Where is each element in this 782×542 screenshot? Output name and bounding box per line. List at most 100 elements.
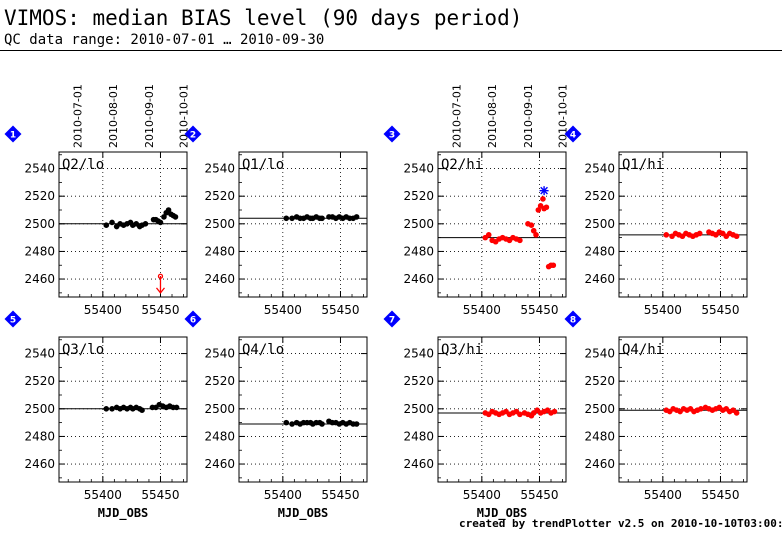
y-tick-label: 2540 [24,347,55,361]
panel-5: 55400 55450 2460 2480 2500 2520 2540 Q3/lo 5 MJD_… [4,310,188,521]
data-point [696,230,703,237]
y-tick-label: 2500 [24,402,55,416]
plot-frame [618,151,748,298]
data-point [543,204,550,211]
page-subtitle: QC data range: 2010-07-01 … 2010-09-30 [4,32,325,48]
y-tick-label: 2520 [204,189,235,203]
y-tick-label: 2500 [584,217,615,231]
data-point [103,222,110,228]
y-tick-label: 2500 [24,217,55,231]
panel-label: Q1/lo [242,157,284,173]
panel-number: 8 [570,316,576,326]
arrow-head [155,287,165,294]
data-point [551,408,558,415]
top-date-label: 2010-09-01 [143,84,156,148]
panel-number: 2 [190,131,196,141]
y-tick-label: 2460 [403,457,434,471]
y-tick-label: 2460 [403,272,434,286]
data-point [485,232,492,238]
y-tick-label: 2480 [204,429,235,443]
data-point [283,419,290,426]
y-tick-label: 2480 [403,429,434,443]
panel-label: Q4/hi [622,342,664,358]
y-tick-label: 2540 [584,162,615,176]
data-point [353,214,360,220]
data-point [540,196,546,202]
y-tick-label: 2540 [204,162,235,176]
plot-frame [58,336,188,483]
data-point [535,207,542,213]
y-tick-label: 2540 [204,347,235,361]
x-tick-label: 55400 [264,488,302,502]
y-tick-label: 2460 [584,272,615,286]
data-point [550,262,557,269]
page-title: VIMOS: median BIAS level (90 days period… [4,6,523,30]
y-tick-label: 2480 [24,429,55,443]
y-tick-label: 2480 [584,429,615,443]
top-date-label: 2010-08-01 [107,84,120,148]
top-date-label: 2010-10-01 [557,84,570,148]
plot-frame [437,151,567,298]
data-point [319,421,325,427]
y-tick-label: 2520 [584,374,615,388]
y-tick-label: 2480 [584,244,615,258]
y-tick-label: 2460 [584,457,615,471]
panel-3: 55400 55450 2460 2480 2500 2520 2540 Q2/hi 3 2010… [383,84,570,317]
panel-label: Q2/lo [62,157,104,173]
x-tick-label: 55400 [463,303,501,317]
panel-number-marker [383,310,401,328]
panel-number-marker [564,125,582,143]
title-divider [0,50,782,51]
data-point [139,407,145,413]
x-tick-label: 55450 [321,303,359,317]
plot-frame [618,336,748,483]
footer-credit: created by trendPlotter v2.5 on 2010-10-… [459,517,782,530]
panel-4: 55400 55450 2460 2480 2500 2520 2540 Q1/hi 4 [564,125,748,317]
data-point [528,222,535,228]
data-point [172,214,179,220]
panel-number: 4 [570,131,576,141]
x-tick-label: 55400 [463,488,501,502]
y-tick-label: 2500 [204,402,235,416]
data-point [109,406,115,412]
panel-1: 55400 55450 2460 2480 2500 2520 2540 Q2/lo 1 2010… [4,84,191,317]
y-tick-label: 2500 [403,402,434,416]
data-point [109,219,115,226]
y-tick-label: 2540 [584,347,615,361]
y-tick-label: 2500 [204,217,235,231]
data-point [533,232,539,238]
outlier-star-marker [539,186,549,196]
y-tick-label: 2520 [403,374,434,388]
x-tick-label: 55400 [264,303,302,317]
data-point [157,219,164,226]
panel-number-marker [564,310,582,328]
x-axis-title: MJD_OBS [278,506,329,521]
top-date-label: 2010-07-01 [450,84,463,148]
top-date-label: 2010-10-01 [178,84,191,148]
x-tick-label: 55450 [141,488,179,502]
panel-2: 55400 55450 2460 2480 2500 2520 2540 Q1/lo 2 [184,125,368,317]
plot-frame [58,151,188,298]
data-point [733,410,740,416]
panel-label: Q4/lo [242,342,284,358]
x-tick-label: 55450 [520,303,558,317]
outlier-arrow [155,273,165,294]
data-point [517,411,523,418]
y-tick-label: 2500 [403,217,434,231]
top-date-label: 2010-08-01 [486,84,499,148]
panel-label: Q3/lo [62,342,104,358]
data-point [319,215,325,222]
panel-label: Q1/hi [622,157,664,173]
plot-frame [238,151,368,298]
data-point [530,227,537,234]
y-tick-label: 2520 [584,189,615,203]
top-date-label: 2010-07-01 [71,84,84,148]
data-point [517,237,523,244]
data-point [165,207,172,213]
panel-number: 7 [389,316,395,326]
data-point [698,406,704,412]
data-point [733,233,740,240]
x-axis-title: MJD_OBS [98,506,149,521]
data-point [142,221,149,227]
